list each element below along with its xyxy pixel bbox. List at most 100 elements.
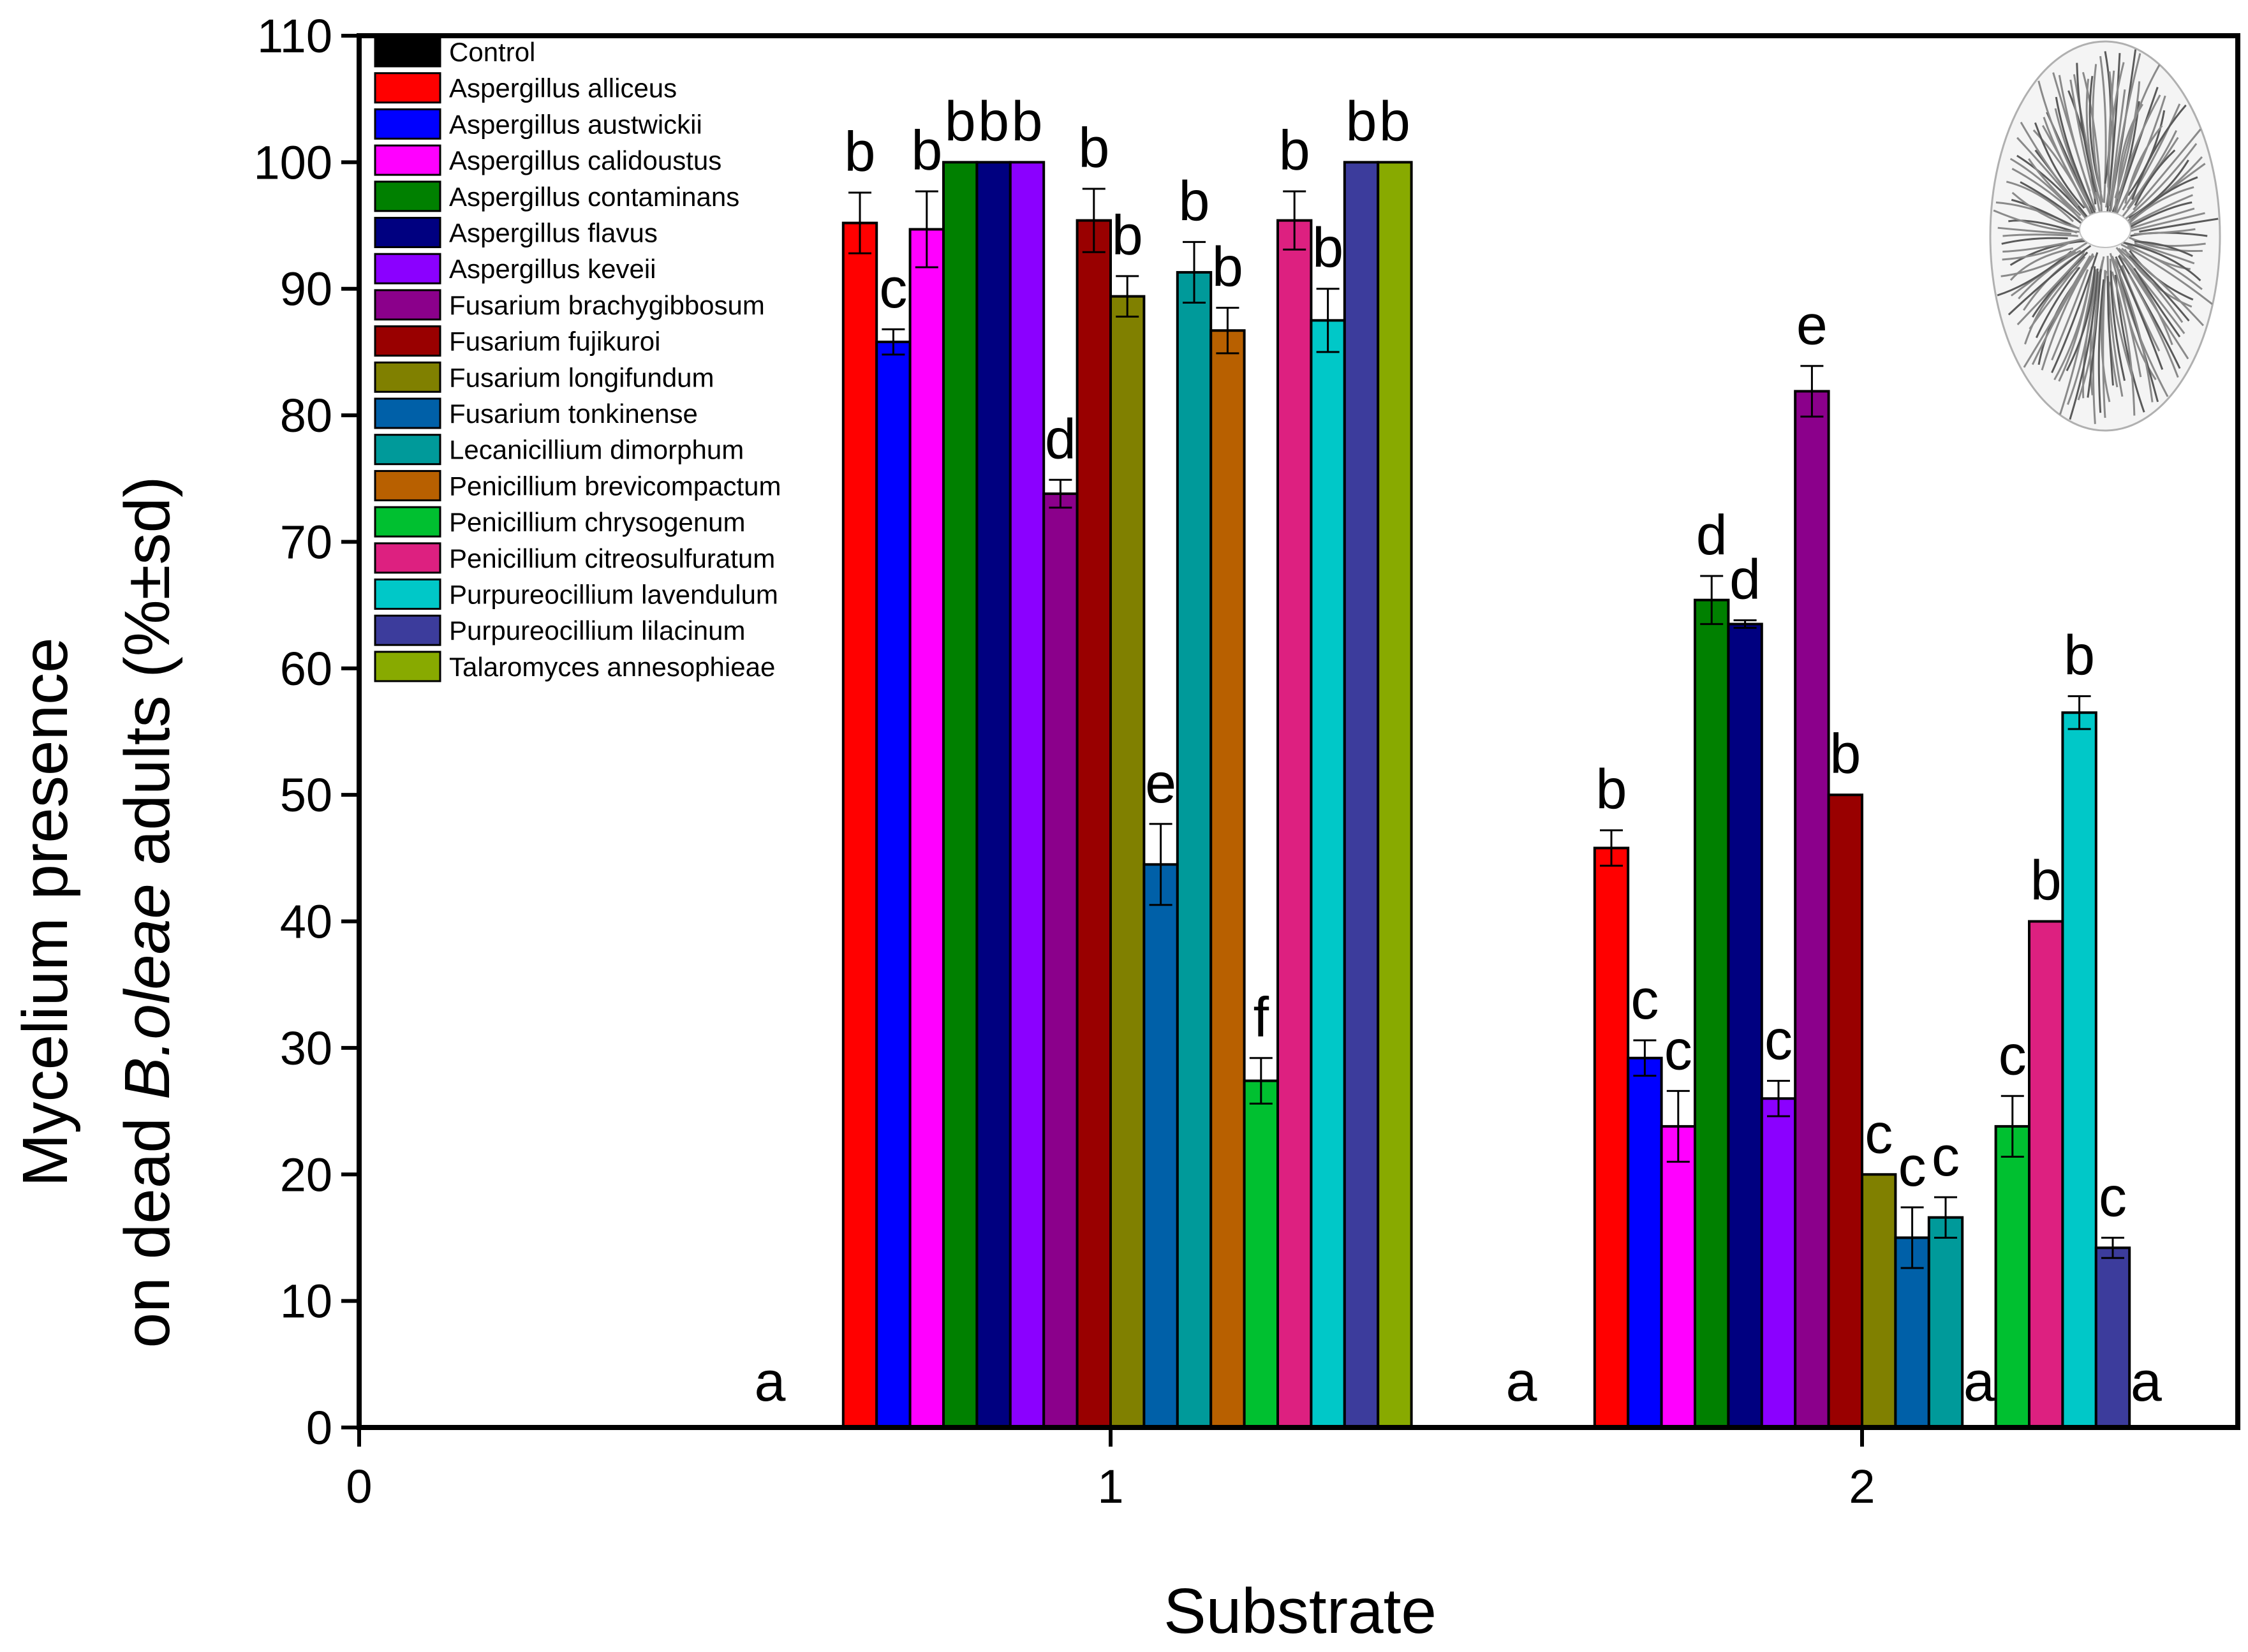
bar-2-substrate-2: [1627, 1056, 1663, 1429]
y-axis-title-line2: on dead B.oleae adults (%±sd): [112, 476, 183, 1348]
x-tick-label-1: 1: [1097, 1460, 1123, 1513]
hypha-18: [2117, 255, 2181, 369]
significance-label-3-substrate-2: c: [1664, 1018, 1692, 1081]
significance-label-8-substrate-2: b: [1830, 722, 1861, 785]
hypha-21: [2115, 256, 2164, 370]
bar-7-substrate-2: [1794, 390, 1830, 1429]
axes-layer: 0 10 20 30 40 50 60 70 80 90 100 110 0 1 2: [254, 10, 2240, 1513]
bar-4-substrate-2: [1694, 598, 1730, 1429]
hypha-127: [2133, 128, 2201, 210]
bar-6-substrate-1: [1009, 161, 1046, 1429]
hypha-8: [2120, 243, 2213, 305]
significance-label-15-substrate-2: b: [2064, 623, 2095, 686]
bar-8-substrate-1: [1076, 219, 1112, 1429]
hypha-13: [2118, 247, 2184, 323]
bar-4-substrate-1: [942, 161, 979, 1429]
hypha-49: [2051, 269, 2089, 361]
hypha-73: [1993, 209, 2083, 233]
bar-1-substrate-2: [1593, 846, 1630, 1429]
legend-label-4: Aspergillus contaminans: [449, 182, 739, 212]
legend-swatch-3: [374, 144, 441, 176]
legend-label-9: Fusarium longifundum: [449, 362, 714, 392]
hypha-28: [2109, 258, 2133, 377]
legend-swatch-7: [374, 289, 441, 321]
hypha-65: [2000, 240, 2090, 277]
x-tick-label-2: 2: [1849, 1460, 1875, 1513]
y-tick-label-110: 110: [257, 10, 332, 63]
legend-swatch-16: [374, 614, 441, 646]
hypha-109: [2107, 62, 2125, 207]
hypha-57: [2032, 251, 2089, 318]
hypha-56: [2029, 256, 2086, 330]
hypha-39: [2087, 269, 2102, 398]
hypha-61: [2018, 249, 2082, 300]
hypha-33: [2106, 276, 2114, 386]
hypha-97: [2069, 79, 2096, 199]
hypha-123: [2131, 104, 2187, 200]
y-tick-label-0: 0: [306, 1401, 332, 1454]
significance-label-13-substrate-1: f: [1253, 985, 1269, 1049]
significance-label-14-substrate-1: b: [1279, 119, 1310, 182]
legend: Control Aspergillus alliceus Aspergillus a…: [374, 36, 781, 682]
hypha-11: [2121, 247, 2205, 327]
significance-label-7-substrate-1: d: [1045, 407, 1076, 470]
hypha-87: [2034, 122, 2085, 209]
bar-13-substrate-1: [1243, 1079, 1279, 1429]
bar-15-substrate-2: [2061, 711, 2097, 1429]
significance-label-14-substrate-2: b: [2030, 849, 2062, 912]
bar-7-substrate-1: [1042, 492, 1079, 1429]
hypha-75: [2011, 198, 2071, 226]
significance-label-10-substrate-1: e: [1145, 751, 1176, 815]
hypha-137: [2126, 212, 2205, 233]
legend-label-6: Aspergillus keveii: [449, 254, 656, 284]
hypha-119: [2112, 95, 2166, 221]
legend-swatch-6: [374, 253, 441, 284]
hypha-80: [2009, 158, 2081, 220]
bar-6-substrate-2: [1760, 1097, 1797, 1429]
significance-label-17-substrate-1: b: [1379, 89, 1410, 152]
legend-swatch-0: [374, 36, 441, 68]
significance-label-13-substrate-2: c: [1999, 1023, 2027, 1086]
legend-label-1: Aspergillus alliceus: [449, 73, 677, 103]
y-title-species: B.oleae: [112, 883, 183, 1100]
hypha-41: [2077, 276, 2099, 401]
legend-swatch-4: [374, 181, 441, 212]
legend-label-2: Aspergillus austwickii: [449, 109, 702, 139]
significance-label-0-substrate-1: a: [754, 1350, 785, 1413]
error-bars-layer: [848, 188, 2124, 1269]
hypha-122: [2122, 103, 2181, 211]
hypha-135: [2126, 201, 2193, 230]
significance-label-7-substrate-2: e: [1796, 293, 1828, 357]
hypha-42: [2069, 268, 2099, 420]
significance-label-5-substrate-1: b: [978, 89, 1009, 152]
hypha-15: [2133, 268, 2181, 337]
legend-swatch-5: [374, 217, 441, 248]
hypha-77: [2006, 181, 2074, 223]
hypha-52: [2031, 253, 2094, 365]
hypha-101: [2085, 78, 2103, 205]
hypha-17: [2118, 254, 2173, 346]
bar-16-substrate-1: [1343, 161, 1380, 1429]
hypha-110: [2109, 89, 2126, 206]
hypha-78: [2020, 181, 2083, 225]
significance-label-2-substrate-2: c: [1631, 968, 1659, 1031]
hypha-45: [2066, 266, 2096, 371]
bar-13-substrate-2: [1994, 1125, 2031, 1429]
legend-swatch-17: [374, 651, 441, 682]
hypha-121: [2124, 124, 2163, 204]
hypha-89: [2043, 117, 2097, 223]
bar-11-substrate-2: [1927, 1216, 1964, 1429]
hypha-35: [2102, 270, 2106, 418]
hypha-128: [2123, 143, 2198, 221]
legend-swatch-13: [374, 506, 441, 538]
hypha-66: [2009, 240, 2086, 266]
bar-3-substrate-2: [1660, 1125, 1697, 1429]
legend-label-11: Lecanicillium dimorphum: [449, 435, 744, 465]
bar-9-substrate-2: [1861, 1173, 1897, 1429]
hypha-103: [2092, 64, 2104, 203]
y-tick-label-100: 100: [254, 136, 332, 189]
y-tick-label-90: 90: [280, 263, 332, 316]
significance-label-12-substrate-1: b: [1212, 235, 1243, 298]
bar-3-substrate-1: [908, 228, 945, 1429]
bar-16-substrate-2: [2094, 1246, 2131, 1429]
